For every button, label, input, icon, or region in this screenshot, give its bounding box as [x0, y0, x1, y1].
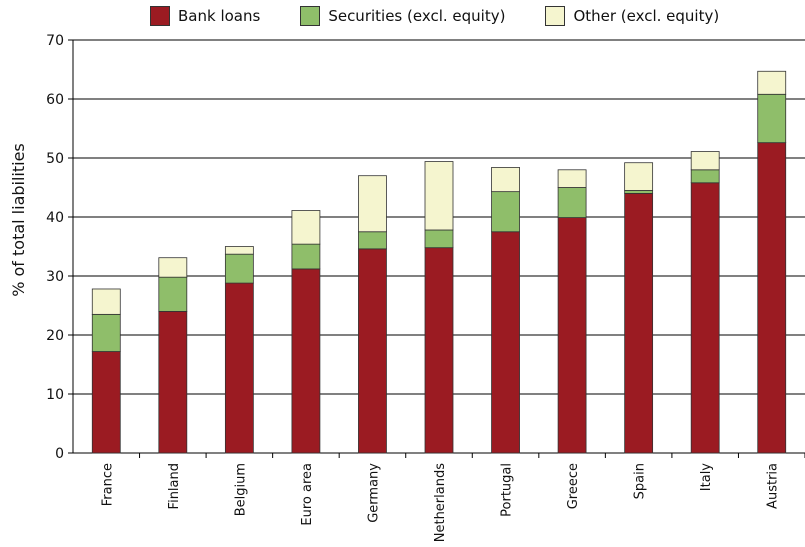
bar-segment-other [491, 167, 520, 193]
bar-segment-other [224, 246, 254, 255]
x-tick-label: Greece [566, 463, 581, 509]
y-tick-label: 30 [46, 269, 64, 285]
x-tick-label: Austria [766, 463, 781, 509]
legend-item-securities: Securities (excl. equity) [300, 6, 505, 26]
bar-segment-securities [358, 231, 387, 250]
bar-segment-bank-loans [424, 247, 454, 454]
bar-segment-securities [424, 229, 454, 249]
bar-segment-bank-loans [624, 192, 654, 454]
legend-swatch-securities [300, 6, 321, 26]
x-tick-label: France [100, 463, 115, 506]
y-axis-label: % of total liabilities [9, 143, 28, 297]
bar-segment-other [424, 161, 454, 231]
bar-segment-other [557, 169, 587, 188]
y-tick-label: 10 [46, 387, 64, 403]
y-tick-label: 40 [46, 210, 64, 226]
bar-segment-securities [757, 93, 787, 144]
y-tick-label: 60 [46, 92, 64, 108]
y-tick-label: 0 [55, 446, 64, 462]
x-tick-label: Germany [366, 463, 381, 523]
x-tick-label: Euro area [300, 463, 315, 526]
bar-segment-securities [291, 243, 321, 270]
bar-segment-securities [491, 191, 520, 233]
bar-segment-other [291, 210, 321, 245]
bar-segment-securities [224, 253, 254, 284]
bar-segment-securities [158, 276, 188, 312]
bar-segment-bank-loans [491, 231, 520, 454]
bar-segment-bank-loans [224, 282, 254, 454]
legend-label-bank-loans: Bank loans [178, 7, 261, 25]
bar-segment-other [358, 175, 387, 233]
bar-segment-other [624, 162, 654, 191]
bar-segment-other [690, 151, 720, 171]
bar-segment-securities [690, 169, 720, 184]
legend-swatch-other [545, 6, 566, 26]
legend-item-other: Other (excl. equity) [545, 6, 719, 26]
legend-item-bank-loans: Bank loans [150, 6, 260, 26]
bar-segment-bank-loans [557, 217, 587, 454]
bar-segment-securities [91, 313, 121, 352]
x-tick-label: Spain [633, 463, 648, 499]
bar-segment-bank-loans [358, 248, 387, 454]
bar-segment-bank-loans [91, 351, 121, 454]
legend-label-securities: Securities (excl. equity) [328, 7, 506, 25]
legend-swatch-bank-loans [150, 6, 170, 26]
x-tick-label: Italy [699, 463, 714, 492]
bar-segment-securities [557, 187, 587, 218]
y-tick-label: 50 [46, 151, 64, 167]
bar-segment-securities [624, 190, 654, 194]
x-tick-label: Belgium [233, 463, 248, 516]
legend-label-other: Other (excl. equity) [573, 7, 720, 25]
x-tick-label: Portugal [500, 463, 515, 517]
y-tick-label: 20 [46, 328, 64, 344]
x-tick-label: Netherlands [433, 463, 448, 542]
bar-segment-bank-loans [690, 182, 720, 454]
bar-segment-bank-loans [757, 142, 787, 454]
y-tick-label: 70 [46, 33, 64, 49]
legend: Bank loans Securities (excl. equity) Oth… [150, 6, 759, 26]
bar-segment-other [91, 288, 121, 315]
bar-segment-other [158, 257, 188, 278]
bar-segment-bank-loans [291, 268, 321, 454]
bar-segment-other [757, 70, 787, 95]
x-tick-label: Finland [167, 463, 182, 509]
bar-segment-bank-loans [158, 310, 188, 454]
